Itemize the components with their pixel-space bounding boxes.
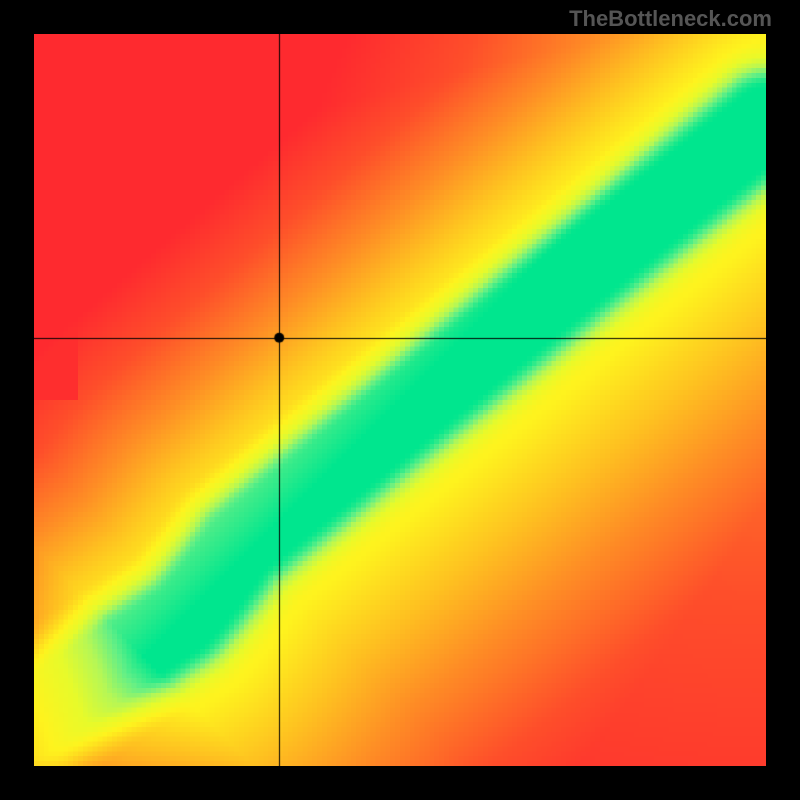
crosshair-overlay bbox=[34, 34, 766, 766]
watermark-text: TheBottleneck.com bbox=[569, 6, 772, 32]
chart-container: { "watermark": { "text": "TheBottleneck.… bbox=[0, 0, 800, 800]
